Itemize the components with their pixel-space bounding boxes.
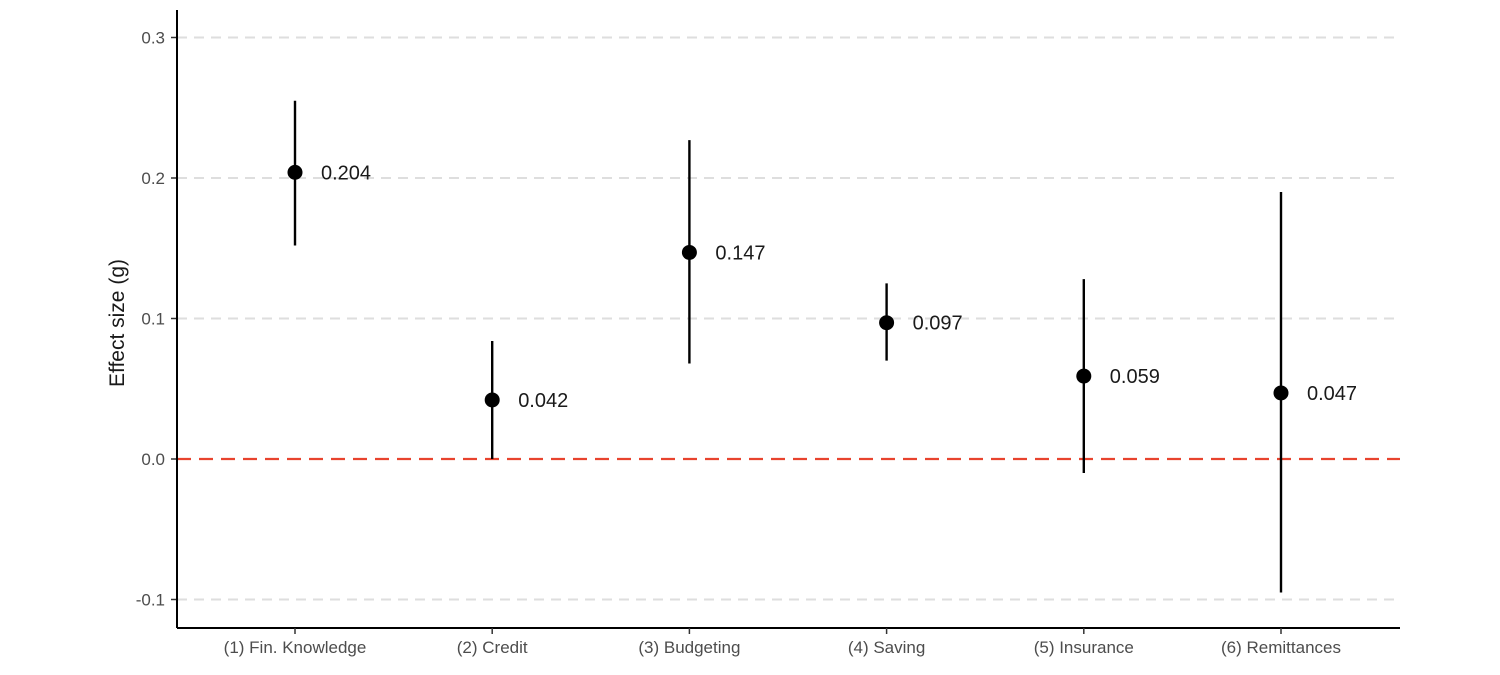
x-tick-label: (6) Remittances	[1221, 638, 1341, 657]
data-marks	[287, 100, 1289, 593]
y-tick-label: 0.2	[141, 169, 165, 188]
data-value-label: 0.059	[1110, 366, 1160, 388]
x-tick-labels: (1) Fin. Knowledge (2) Credit (3) Budgetin…	[224, 638, 1341, 657]
y-tick-label: 0.1	[141, 310, 165, 329]
data-point	[1273, 385, 1289, 401]
y-axis-title: Effect size (g)	[106, 259, 129, 387]
data-value-label: 0.047	[1307, 383, 1357, 405]
data-value-label: 0.042	[518, 390, 568, 412]
data-value-label: 0.097	[913, 313, 963, 335]
data-point	[484, 392, 500, 408]
x-tick-label: (2) Credit	[457, 638, 528, 657]
data-labels: 0.204 0.042 0.147 0.097 0.059 0.047	[321, 162, 1357, 412]
x-tick-label: (1) Fin. Knowledge	[224, 638, 367, 657]
data-point	[287, 164, 303, 180]
data-value-label: 0.147	[715, 242, 765, 264]
data-point	[879, 315, 895, 331]
data-point	[681, 244, 697, 260]
x-tick-label: (3) Budgeting	[638, 638, 740, 657]
x-tick-label: (5) Insurance	[1034, 638, 1134, 657]
x-tick-label: (4) Saving	[848, 638, 925, 657]
y-tick-labels: -0.1 0.0 0.1 0.2 0.3	[136, 29, 165, 610]
y-tick-label: 0.3	[141, 29, 165, 48]
axes	[171, 10, 1400, 634]
data-value-label: 0.204	[321, 162, 371, 184]
gridlines	[177, 36, 1400, 601]
y-tick-label: 0.0	[141, 450, 165, 469]
y-tick-label: -0.1	[136, 591, 165, 610]
data-point	[1076, 368, 1092, 384]
